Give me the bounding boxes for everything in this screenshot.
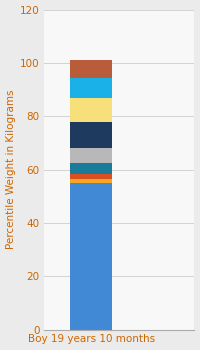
Bar bbox=[70, 183, 112, 330]
Bar bbox=[70, 60, 112, 78]
Bar bbox=[70, 163, 112, 174]
Y-axis label: Percentile Weight in Kilograms: Percentile Weight in Kilograms bbox=[6, 90, 16, 249]
Bar bbox=[70, 98, 112, 121]
Bar bbox=[70, 148, 112, 163]
Bar bbox=[70, 179, 112, 183]
Bar bbox=[70, 121, 112, 148]
Bar bbox=[70, 78, 112, 98]
Bar bbox=[70, 174, 112, 179]
